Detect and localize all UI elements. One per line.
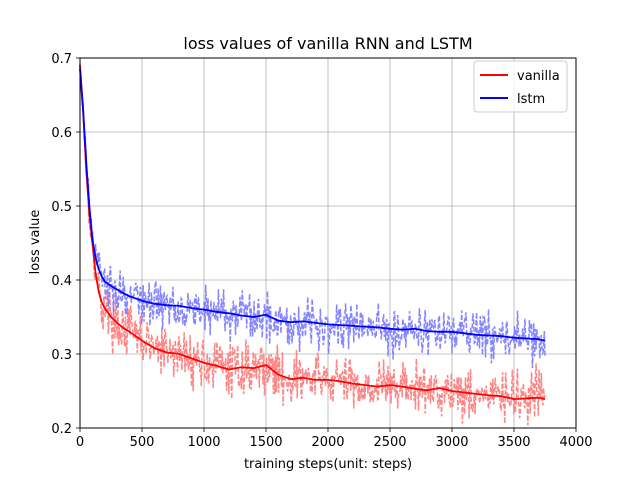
x-tick-label: 2500 bbox=[373, 435, 406, 450]
x-tick-label: 3500 bbox=[497, 435, 530, 450]
x-tick-label: 0 bbox=[76, 435, 84, 450]
x-axis-ticks: 0 500 1000 1500 2000 2500 3000 3500 4000 bbox=[76, 428, 593, 450]
y-axis-label: loss value bbox=[28, 210, 43, 275]
legend-box bbox=[473, 60, 568, 113]
raw-line-vanilla bbox=[79, 64, 546, 426]
y-tick-label: 0.2 bbox=[51, 422, 72, 437]
y-tick-label: 0.5 bbox=[51, 200, 72, 215]
x-tick-label: 4000 bbox=[559, 435, 592, 450]
y-tick-label: 0.3 bbox=[51, 348, 72, 363]
chart-title: loss values of vanilla RNN and LSTM bbox=[183, 34, 472, 53]
y-tick-label: 0.4 bbox=[51, 274, 72, 289]
x-tick-label: 3000 bbox=[435, 435, 468, 450]
legend: vanilla lstm bbox=[473, 60, 568, 113]
raw-series-layer bbox=[79, 63, 546, 426]
x-tick-label: 1000 bbox=[187, 435, 220, 450]
x-tick-label: 500 bbox=[130, 435, 155, 450]
y-tick-label: 0.7 bbox=[51, 52, 72, 67]
legend-label-vanilla: vanilla bbox=[517, 69, 560, 84]
x-axis-label: training steps(unit: steps) bbox=[244, 457, 412, 472]
y-axis-ticks: 0.2 0.3 0.4 0.5 0.6 0.7 bbox=[51, 52, 80, 437]
raw-line-lstm bbox=[79, 63, 546, 369]
series-line-vanilla bbox=[79, 65, 546, 400]
series-line-lstm bbox=[79, 69, 546, 342]
x-tick-label: 1500 bbox=[249, 435, 282, 450]
x-tick-label: 2000 bbox=[311, 435, 344, 450]
y-tick-label: 0.6 bbox=[51, 126, 72, 141]
smoothed-series-layer bbox=[79, 65, 546, 400]
legend-label-lstm: lstm bbox=[517, 92, 545, 107]
